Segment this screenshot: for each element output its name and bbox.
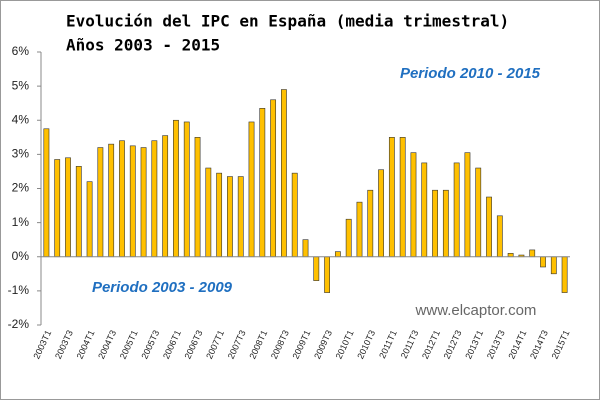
bar bbox=[248, 121, 255, 258]
y-tick-label: 0% bbox=[12, 249, 30, 263]
y-tick-label: 1% bbox=[12, 215, 30, 229]
bar bbox=[227, 176, 233, 258]
watermark: www.elcaptor.com bbox=[415, 302, 537, 319]
bar bbox=[324, 256, 330, 293]
chart-title: Evolución del IPC en España (media trime… bbox=[66, 12, 509, 31]
bar bbox=[388, 137, 395, 258]
bar bbox=[529, 249, 536, 258]
bar bbox=[281, 89, 287, 258]
bar bbox=[108, 143, 115, 258]
bar bbox=[367, 189, 374, 258]
bar bbox=[464, 152, 471, 258]
bar bbox=[151, 140, 158, 258]
bar bbox=[378, 169, 384, 258]
bar bbox=[173, 119, 179, 258]
annotation: Periodo 2010 - 2015 bbox=[400, 65, 541, 82]
chart-subtitle: Años 2003 - 2015 bbox=[66, 36, 220, 55]
bar bbox=[345, 218, 352, 258]
bar bbox=[259, 108, 266, 258]
bar bbox=[65, 157, 71, 258]
y-tick-label: -2% bbox=[8, 317, 30, 331]
y-tick-label: 3% bbox=[12, 147, 30, 161]
bar bbox=[550, 256, 557, 275]
y-tick-label: -1% bbox=[8, 283, 30, 297]
bar bbox=[54, 159, 61, 258]
y-tick-label: 2% bbox=[12, 181, 30, 195]
bar bbox=[496, 215, 503, 258]
bar bbox=[540, 256, 546, 268]
bar bbox=[486, 196, 492, 258]
y-tick-label: 5% bbox=[12, 78, 30, 92]
bar bbox=[313, 256, 320, 281]
bar bbox=[442, 189, 449, 258]
bar bbox=[270, 99, 277, 258]
bar bbox=[194, 137, 201, 258]
bar bbox=[356, 201, 363, 258]
y-tick-label: 6% bbox=[12, 44, 30, 58]
bar bbox=[183, 121, 190, 258]
bar bbox=[86, 181, 93, 258]
bar bbox=[43, 128, 50, 258]
bar bbox=[410, 152, 417, 258]
bar bbox=[140, 147, 147, 258]
bar bbox=[129, 145, 136, 258]
annotation: Periodo 2003 - 2009 bbox=[92, 279, 233, 296]
bar bbox=[432, 189, 438, 258]
bar bbox=[97, 147, 104, 258]
bar bbox=[334, 251, 341, 258]
bar bbox=[453, 162, 460, 258]
bar bbox=[75, 166, 82, 258]
bar bbox=[162, 135, 169, 258]
bar bbox=[291, 172, 298, 258]
bar bbox=[216, 172, 223, 258]
bar bbox=[561, 256, 568, 293]
bar bbox=[507, 253, 514, 258]
bar bbox=[237, 176, 244, 258]
bar bbox=[399, 137, 406, 258]
bar bbox=[119, 140, 125, 258]
bar bbox=[475, 167, 482, 258]
y-tick-label: 4% bbox=[12, 112, 30, 126]
bar bbox=[302, 239, 309, 258]
bar bbox=[205, 167, 212, 258]
bar bbox=[421, 162, 428, 258]
